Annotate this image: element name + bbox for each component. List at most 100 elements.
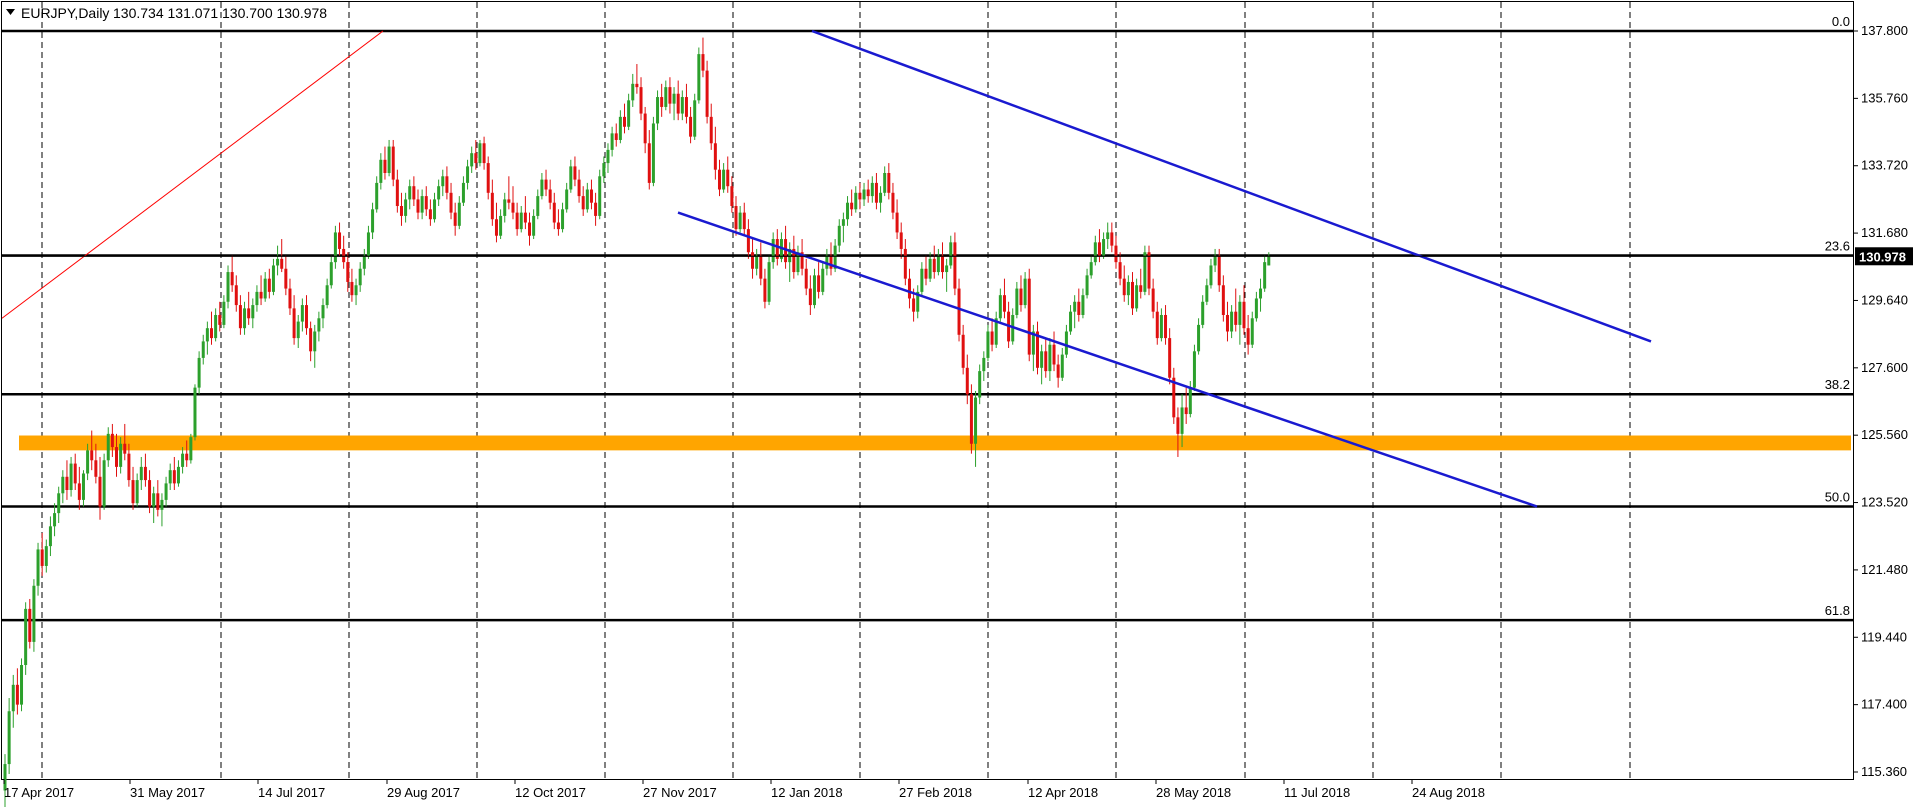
support-zone	[19, 435, 1851, 451]
candle-body	[676, 93, 680, 114]
candle	[664, 80, 668, 111]
candle	[420, 189, 424, 220]
candle-body	[854, 192, 858, 210]
candle	[1205, 278, 1209, 306]
candle-body	[1135, 285, 1139, 309]
candle-body	[437, 186, 441, 200]
candle-body	[581, 196, 585, 210]
candle	[15, 668, 19, 715]
candle-body	[1077, 301, 1081, 315]
candle-body	[205, 328, 209, 342]
x-tick-label: 27 Feb 2018	[899, 785, 972, 800]
candle	[1081, 288, 1085, 319]
plot-frame	[1, 1, 1854, 780]
candle-body	[1201, 301, 1205, 325]
candle	[48, 516, 52, 557]
candle	[94, 443, 98, 484]
candle	[383, 146, 387, 180]
candle	[561, 202, 565, 233]
candle	[618, 110, 622, 144]
candle	[1164, 305, 1168, 345]
candle	[309, 321, 313, 362]
candle-body	[1114, 245, 1118, 263]
candle-body	[164, 483, 168, 500]
candle-body	[350, 281, 354, 296]
candle-body	[635, 83, 639, 88]
candles-layer	[3, 37, 1271, 807]
candle	[1230, 305, 1234, 339]
candle-body	[139, 466, 143, 481]
candle-body	[1221, 285, 1225, 315]
candle	[759, 242, 763, 286]
candle	[1036, 321, 1039, 375]
candle	[643, 106, 647, 154]
candle-body	[313, 331, 317, 352]
candle-body	[1085, 275, 1089, 296]
candle-body	[672, 93, 676, 104]
candle-body	[214, 314, 218, 339]
candle-body	[474, 153, 478, 164]
candle	[152, 486, 156, 524]
candle-body	[924, 268, 928, 279]
candle	[746, 219, 750, 259]
candle	[519, 206, 523, 233]
candle	[924, 255, 928, 286]
candle	[1197, 318, 1201, 355]
candle	[829, 242, 833, 276]
candle-body	[1159, 314, 1163, 339]
candle	[990, 318, 994, 352]
candle-body	[201, 341, 205, 358]
candle-body	[726, 169, 730, 187]
candle-body	[416, 199, 420, 213]
candle	[874, 172, 878, 210]
candle-body	[424, 196, 428, 210]
candle	[189, 433, 193, 464]
candle	[544, 169, 548, 197]
candle	[709, 103, 713, 150]
candle	[461, 176, 465, 207]
candle-body	[1106, 232, 1110, 240]
candle-body	[69, 463, 73, 490]
candle	[119, 437, 123, 474]
candle-body	[775, 239, 779, 259]
support-zone-layer	[19, 435, 1851, 451]
candle-body	[135, 480, 139, 504]
candle-body	[846, 202, 850, 220]
candle	[577, 169, 581, 203]
triangle-down-icon[interactable]	[6, 9, 15, 15]
candle-body	[697, 54, 701, 101]
candle	[53, 503, 57, 537]
candle-body	[176, 466, 180, 484]
candle-body	[358, 268, 362, 286]
candle-body	[102, 460, 106, 507]
candle-body	[259, 291, 263, 299]
candle-body	[569, 166, 573, 190]
ohlc-values: 130.734 131.071 130.700 130.978	[113, 5, 327, 21]
candle-body	[598, 176, 602, 216]
y-tick-label: 125.560	[1861, 427, 1908, 442]
candle-body	[478, 143, 482, 164]
candle	[627, 93, 631, 131]
candle	[651, 116, 655, 187]
candle-body	[189, 437, 193, 461]
candle-body	[821, 268, 825, 292]
x-tick-label: 31 May 2017	[130, 785, 205, 800]
candle	[1015, 281, 1019, 319]
candle-body	[1225, 314, 1229, 332]
candle	[412, 176, 416, 207]
candle	[1135, 278, 1139, 312]
candle-body	[507, 199, 511, 203]
candle	[1106, 222, 1110, 249]
candle-body	[841, 219, 845, 226]
candle	[573, 156, 577, 187]
candle-body	[247, 308, 251, 319]
y-tick-label: 115.360	[1861, 764, 1907, 779]
candle-body	[391, 146, 395, 180]
candle	[581, 186, 585, 216]
candle	[903, 239, 907, 286]
candle-body	[891, 192, 895, 213]
candle-body	[1015, 288, 1019, 315]
candle	[164, 476, 168, 507]
candle-body	[3, 764, 7, 791]
